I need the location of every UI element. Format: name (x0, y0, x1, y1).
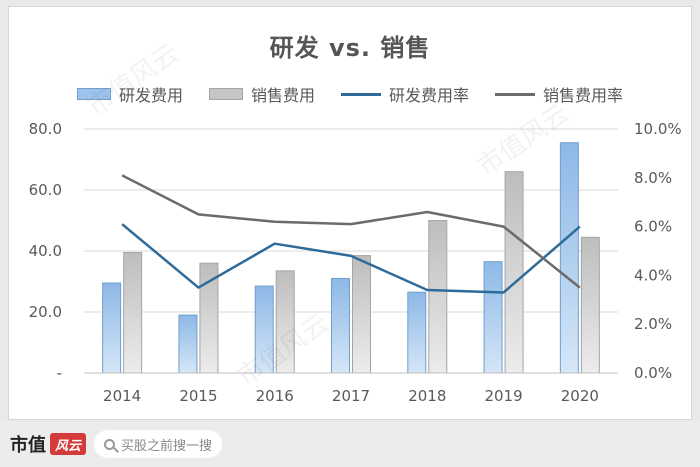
legend-item-sales-expense: 销售费用 (208, 82, 315, 106)
y-right-tick-label: 6.0% (634, 218, 672, 236)
search-icon (104, 438, 115, 450)
bar-rd-expense (559, 142, 579, 374)
y-left-tick-label: 20.0 (29, 303, 62, 321)
bar-sales-expense (275, 270, 295, 374)
y-right-tick-label: 2.0% (634, 315, 672, 333)
bar-sales-expense (428, 220, 448, 374)
x-tick-label: 2015 (179, 387, 217, 405)
x-tick-label: 2020 (561, 387, 599, 405)
footer-bar: 市值 风云 买股之前搜一搜 (0, 421, 700, 467)
x-tick-label: 2018 (408, 387, 446, 405)
y-right-tick-label: 0.0% (634, 364, 672, 382)
bar-rd-expense (407, 291, 427, 374)
bar-rd-expense (483, 261, 503, 374)
y-right-tick-label: 8.0% (634, 169, 672, 187)
x-tick-label: 2016 (256, 387, 294, 405)
legend-item-rd-ratio: 研发费用率 (341, 82, 469, 106)
legend-swatch-sales-expense (208, 88, 243, 100)
y-left-tick-label: - (57, 364, 62, 382)
search-box[interactable]: 买股之前搜一搜 (94, 430, 222, 458)
legend-swatch-rd-expense (76, 88, 111, 100)
y-left-tick-label: 80.0 (29, 120, 62, 138)
bar-sales-expense (199, 262, 219, 374)
legend-label-rd-ratio: 研发费用率 (389, 86, 470, 105)
y-right-tick-label: 10.0% (634, 120, 682, 138)
line-rd-ratio (121, 223, 581, 294)
brand-name: 市值 (10, 435, 46, 456)
bar-sales-expense (580, 236, 600, 374)
legend-swatch-sales-ratio (495, 92, 536, 96)
legend-swatch-rd-ratio (341, 92, 381, 96)
x-tick-label: 2014 (103, 387, 141, 405)
x-tick-label: 2019 (484, 387, 522, 405)
legend-item-sales-ratio: 销售费用率 (495, 82, 623, 106)
y-right-tick-label: 4.0% (634, 266, 672, 284)
legend-label-sales-ratio: 销售费用率 (543, 86, 624, 105)
bar-rd-expense (102, 282, 122, 374)
bar-sales-expense (352, 255, 371, 374)
chart-plot: - 20.0 40.0 60.0 80.0 0.0% 2.0% 4.0% 6.0% 8.0% 10.… (29, 120, 682, 405)
y-left-tick-label: 60.0 (29, 181, 62, 199)
brand-logo-icon: 风云 (50, 433, 86, 455)
legend-item-rd-expense: 研发费用 (76, 82, 183, 106)
search-placeholder: 买股之前搜一搜 (121, 438, 213, 454)
line-sales-ratio (121, 174, 581, 289)
bar-rd-expense (254, 285, 274, 374)
chart-title: 研发 vs. 销售 (269, 34, 431, 62)
bar-rd-expense (331, 277, 350, 374)
legend-label-sales-expense: 销售费用 (250, 86, 315, 105)
brand[interactable]: 市值 风云 (10, 431, 86, 457)
x-tick-label: 2017 (332, 387, 370, 405)
bar-sales-expense (504, 171, 524, 374)
y-left-tick-label: 40.0 (29, 242, 62, 260)
legend-label-rd-expense: 研发费用 (118, 86, 183, 105)
bar-rd-expense (178, 314, 198, 374)
chart-legend: 研发费用 销售费用 研发费用率 销售费用率 (0, 82, 700, 106)
bar-sales-expense (123, 252, 143, 374)
